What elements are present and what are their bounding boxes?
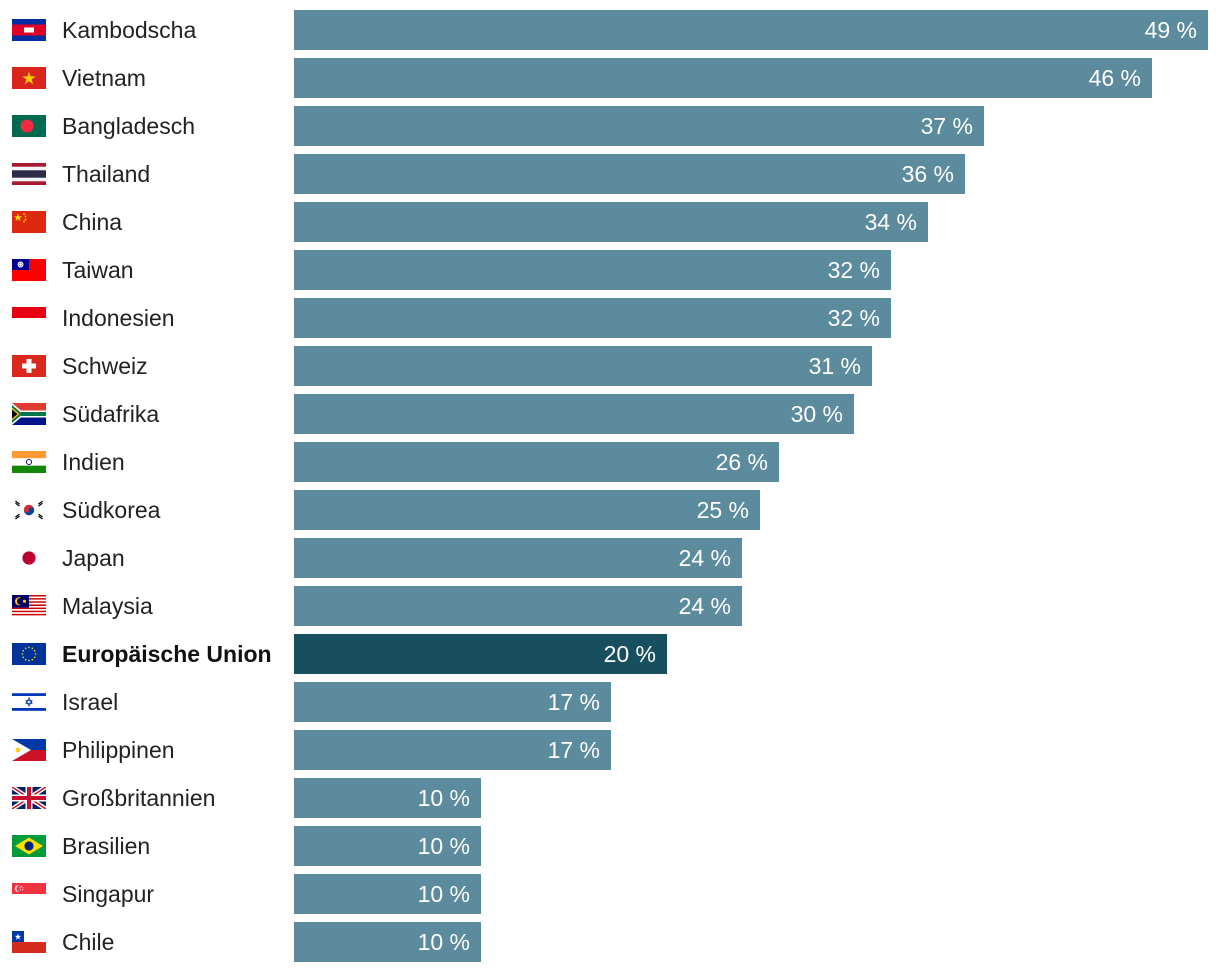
bar-value-label: 36 % [901, 161, 954, 187]
bar: 26 % [294, 442, 779, 482]
singapore-flag-icon [12, 883, 46, 905]
chile-flag-icon [12, 931, 46, 953]
bar: 31 % [294, 346, 872, 386]
bar: 37 % [294, 106, 984, 146]
bar-value-label: 26 % [715, 449, 768, 475]
bar-value-label: 49 % [1144, 17, 1197, 43]
bar: 24 % [294, 586, 742, 626]
country-label: Chile [62, 929, 115, 955]
bar-value-label: 10 % [417, 881, 470, 907]
bar-value-label: 24 % [678, 545, 731, 571]
country-label: China [62, 209, 123, 235]
brazil-flag-icon [12, 835, 46, 857]
bar-value-label: 32 % [827, 305, 880, 331]
country-label: Vietnam [62, 65, 146, 91]
bar: 24 % [294, 538, 742, 578]
switzerland-flag-icon [12, 355, 46, 377]
malaysia-flag-icon [12, 595, 46, 617]
uk-flag-icon [10, 785, 48, 811]
bar-value-label: 31 % [808, 353, 861, 379]
bar: 32 % [294, 250, 891, 290]
country-label: Großbritannien [62, 785, 216, 811]
bar: 30 % [294, 394, 854, 434]
bar: 17 % [294, 682, 611, 722]
bar: 25 % [294, 490, 760, 530]
bar: 36 % [294, 154, 965, 194]
bar-value-label: 30 % [790, 401, 843, 427]
country-label: Philippinen [62, 737, 175, 763]
bar-value-label: 46 % [1088, 65, 1141, 91]
bar: 17 % [294, 730, 611, 770]
bar: 32 % [294, 298, 891, 338]
vietnam-flag-icon [12, 67, 46, 89]
country-label: Kambodscha [62, 17, 197, 43]
country-label: Malaysia [62, 593, 153, 619]
bar-value-label: 17 % [547, 689, 600, 715]
country-label: Israel [62, 689, 119, 715]
japan-flag-icon [12, 547, 46, 569]
indonesia-flag-icon [12, 307, 46, 329]
philippines-flag-icon [12, 739, 46, 761]
bar-value-label: 32 % [827, 257, 880, 283]
country-label: Südkorea [62, 497, 161, 523]
bangladesh-flag-icon [12, 115, 46, 137]
country-label: Brasilien [62, 833, 151, 859]
bar-value-label: 25 % [696, 497, 749, 523]
country-label: Singapur [62, 881, 155, 907]
india-flag-icon [12, 451, 46, 473]
bar-value-label: 10 % [417, 929, 470, 955]
thailand-flag-icon [12, 163, 46, 185]
country-label: Europäische Union [62, 641, 272, 667]
country-label: Bangladesch [62, 113, 195, 139]
country-label: Taiwan [62, 257, 134, 283]
country-label: Indien [62, 449, 125, 475]
bar-value-label: 24 % [678, 593, 731, 619]
south-africa-flag-icon [12, 403, 46, 425]
bar: 46 % [294, 58, 1152, 98]
bar-value-label: 17 % [547, 737, 600, 763]
eu-flag-icon [12, 643, 46, 665]
bar: 10 % [294, 874, 481, 914]
bar-value-label: 34 % [864, 209, 917, 235]
country-label: Indonesien [62, 305, 175, 331]
bar: 10 % [294, 922, 481, 962]
bar-value-label: 20 % [603, 641, 656, 667]
country-label: Thailand [62, 161, 151, 187]
cambodia-flag-icon [12, 19, 46, 41]
country-label: Südafrika [62, 401, 160, 427]
taiwan-flag-icon [12, 259, 46, 281]
bar-value-label: 37 % [920, 113, 973, 139]
israel-flag-icon [12, 691, 46, 713]
bar: 20 % [294, 634, 667, 674]
bar: 34 % [294, 202, 928, 242]
bar-value-label: 10 % [417, 833, 470, 859]
country-label: Japan [62, 545, 125, 571]
bar: 49 % [294, 10, 1208, 50]
bar-value-label: 10 % [417, 785, 470, 811]
china-flag-icon [12, 211, 46, 233]
country-label: Schweiz [62, 353, 148, 379]
bar: 10 % [294, 826, 481, 866]
south-korea-flag-icon [12, 499, 46, 521]
bar: 10 % [294, 778, 481, 818]
